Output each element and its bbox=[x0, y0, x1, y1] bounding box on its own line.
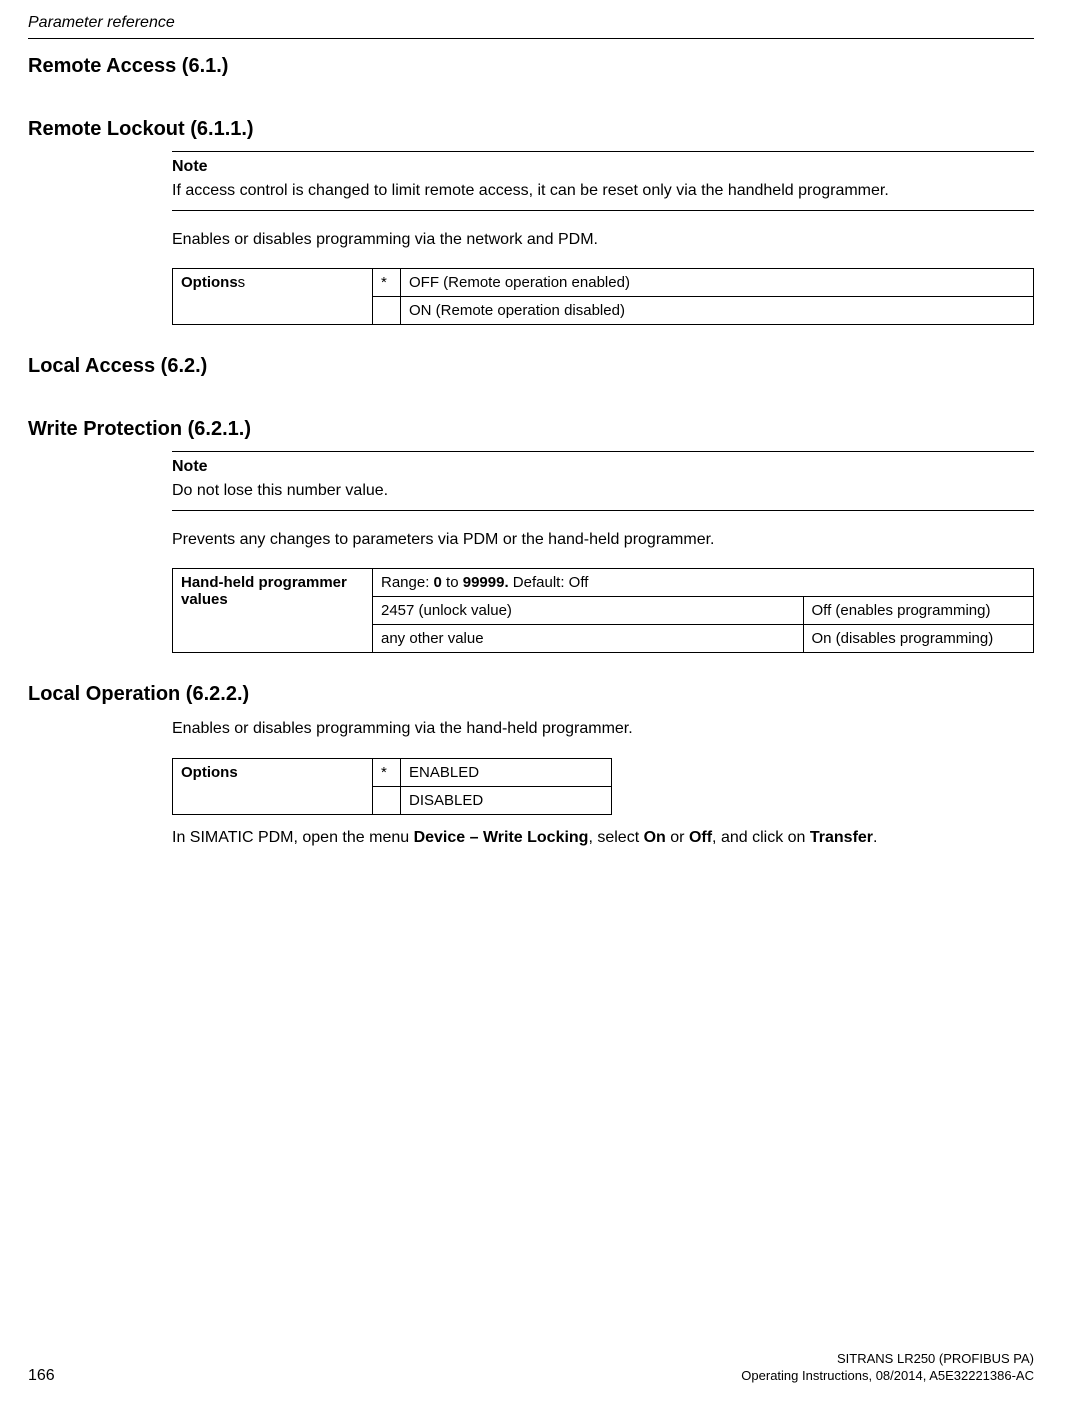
tail-suf: . bbox=[873, 829, 877, 846]
heading-remote-access: Remote Access (6.1.) bbox=[28, 55, 1034, 78]
heading-remote-lockout: Remote Lockout (6.1.1.) bbox=[28, 118, 1034, 141]
table-write-protection: Hand-held programmer values Range: 0 to … bbox=[172, 568, 1034, 653]
cell-opt1: OFF (Remote operation enabled) bbox=[401, 269, 1034, 297]
footer-pagenum: 166 bbox=[28, 1367, 55, 1385]
heading-write-protection: Write Protection (6.2.1.) bbox=[28, 418, 1034, 441]
running-header: Parameter reference bbox=[28, 14, 1034, 32]
range-hi: 99999. bbox=[463, 574, 509, 591]
cell-star: * bbox=[373, 758, 401, 786]
cell-empty bbox=[373, 786, 401, 814]
cell-r1c1: 2457 (unlock value) bbox=[373, 597, 804, 625]
tail-mid1: , select bbox=[588, 829, 643, 846]
tail-b4: Transfer bbox=[810, 829, 873, 846]
tail-mid3: , and click on bbox=[712, 829, 810, 846]
note-body: If access control is changed to limit re… bbox=[172, 180, 1034, 210]
table-row: Optionss * OFF (Remote operation enabled… bbox=[173, 269, 1034, 297]
cell-r2c1: any other value bbox=[373, 625, 804, 653]
body-pdm-instruction: In SIMATIC PDM, open the menu Device – W… bbox=[172, 827, 1034, 849]
cell-r2c2: On (disables programming) bbox=[803, 625, 1034, 653]
cell-opt2: ON (Remote operation disabled) bbox=[401, 297, 1034, 325]
footer-docinfo: Operating Instructions, 08/2014, A5E3222… bbox=[28, 1367, 1034, 1385]
body-local-operation: Enables or disables programming via the … bbox=[172, 718, 1034, 740]
tail-b1: Device – Write Locking bbox=[414, 829, 589, 846]
note-write-protection: Note Do not lose this number value. bbox=[172, 451, 1034, 511]
tail-mid2: or bbox=[666, 829, 689, 846]
table-row: Hand-held programmer values Range: 0 to … bbox=[173, 569, 1034, 597]
range-lo: 0 bbox=[434, 574, 442, 591]
note-rule-bottom bbox=[172, 510, 1034, 511]
tail-b2: On bbox=[644, 829, 666, 846]
note-rule-bottom bbox=[172, 210, 1034, 211]
range-pre: Range: bbox=[381, 574, 434, 591]
body-remote-lockout: Enables or disables programming via the … bbox=[172, 229, 1034, 251]
cell-range: Range: 0 to 99999. Default: Off bbox=[373, 569, 1034, 597]
table-row: Options * ENABLED bbox=[173, 758, 612, 786]
note-title: Note bbox=[172, 152, 1034, 180]
footer-product: SITRANS LR250 (PROFIBUS PA) bbox=[28, 1350, 1034, 1368]
cell-label: Options bbox=[173, 758, 373, 814]
tail-b3: Off bbox=[689, 829, 712, 846]
heading-local-operation: Local Operation (6.2.2.) bbox=[28, 683, 1034, 706]
page-footer: SITRANS LR250 (PROFIBUS PA) Operating In… bbox=[28, 1350, 1034, 1385]
cell-empty bbox=[373, 297, 401, 325]
options-label: Options bbox=[181, 274, 238, 291]
cell-star: * bbox=[373, 269, 401, 297]
tail-pre: In SIMATIC PDM, open the menu bbox=[172, 829, 414, 846]
body-write-protection: Prevents any changes to parameters via P… bbox=[172, 529, 1034, 551]
table-local-operation: Options * ENABLED DISABLED bbox=[172, 758, 612, 815]
cell-label: Hand-held programmer values bbox=[173, 569, 373, 653]
table-remote-lockout-options: Optionss * OFF (Remote operation enabled… bbox=[172, 268, 1034, 325]
cell-opt2: DISABLED bbox=[401, 786, 612, 814]
header-rule bbox=[28, 38, 1034, 39]
heading-local-access: Local Access (6.2.) bbox=[28, 355, 1034, 378]
note-title: Note bbox=[172, 452, 1034, 480]
cell-label: Optionss bbox=[173, 269, 373, 325]
range-suf: Default: Off bbox=[509, 574, 589, 591]
range-mid: to bbox=[442, 574, 463, 591]
note-remote-lockout: Note If access control is changed to lim… bbox=[172, 151, 1034, 211]
cell-opt1: ENABLED bbox=[401, 758, 612, 786]
cell-r1c2: Off (enables programming) bbox=[803, 597, 1034, 625]
note-body: Do not lose this number value. bbox=[172, 480, 1034, 510]
